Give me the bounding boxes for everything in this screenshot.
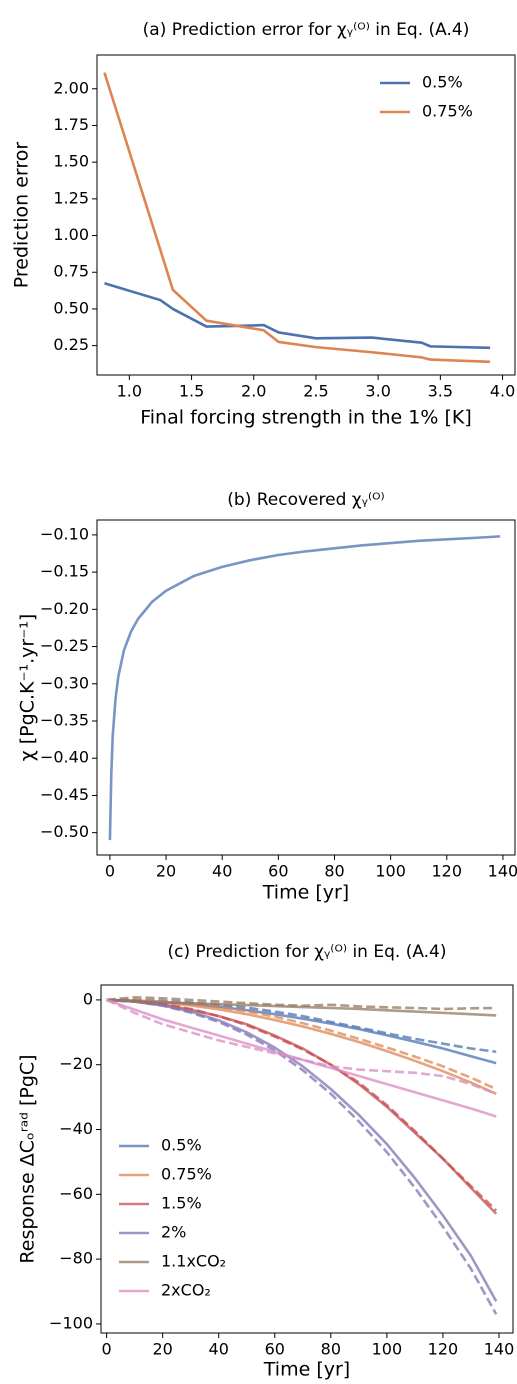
legend-label: 1.1xCO₂: [161, 1252, 226, 1271]
series-line: [106, 998, 498, 1302]
legend-label: 0.5%: [161, 1136, 202, 1155]
y-tick-label: −0.45: [40, 785, 89, 804]
series-line: [106, 998, 497, 1017]
y-tick-label: 1.25: [53, 188, 89, 207]
x-tick-label: 20: [156, 862, 176, 881]
series-line: [108, 535, 501, 841]
x-tick-label: 2.5: [303, 382, 328, 401]
legend-label: 2%: [161, 1223, 186, 1242]
y-tick-label: −0.20: [40, 599, 89, 618]
x-tick-label: 80: [324, 862, 344, 881]
x-tick-label: 120: [432, 862, 463, 881]
y-axis-label: Response ΔCₒʳᵃᵈ [PgC]: [17, 1054, 39, 1263]
chart-title: (c) Prediction for χᵧ⁽ᴼ⁾ in Eq. (A.4): [167, 942, 446, 962]
x-tick-label: 40: [209, 1340, 229, 1359]
plot-frame: [96, 519, 516, 856]
chart: (a) Prediction error for χᵧ⁽ᴼ⁾ in Eq. (A…: [11, 20, 516, 429]
x-tick-label: 60: [265, 1340, 285, 1359]
y-tick-label: −0.30: [40, 673, 89, 692]
y-tick-label: −40: [59, 1119, 93, 1138]
plot-frame: [100, 984, 514, 1334]
y-axis-label: Prediction error: [11, 142, 33, 289]
x-tick-label: 2.0: [241, 382, 266, 401]
y-tick-label: −0.40: [40, 748, 89, 767]
y-tick-label: 0.50: [53, 298, 89, 317]
y-tick-label: 0.75: [53, 262, 89, 281]
y-tick-label: −0.10: [40, 524, 89, 543]
y-tick-label: −60: [59, 1184, 93, 1203]
chart-title: (b) Recovered χᵧ⁽ᴼ⁾: [227, 490, 384, 510]
x-axis-label: Time [yr]: [262, 882, 349, 904]
y-tick-label: −0.25: [40, 636, 89, 655]
series-line: [106, 998, 497, 1118]
y-tick-label: −100: [49, 1313, 93, 1332]
y-tick-label: −80: [59, 1249, 93, 1268]
x-tick-label: 3.5: [428, 382, 453, 401]
chart: (b) Recovered χᵧ⁽ᴼ⁾ Time [yr] χ [PgC.K⁻¹.y…: [17, 490, 517, 904]
series-line: [104, 282, 491, 350]
x-tick-label: 20: [152, 1340, 172, 1359]
legend-label: 1.5%: [161, 1194, 202, 1213]
chart: (c) Prediction for χᵧ⁽ᴼ⁾ in Eq. (A.4) Tim…: [17, 942, 515, 1381]
chart-title: (a) Prediction error for χᵧ⁽ᴼ⁾ in Eq. (A…: [143, 20, 470, 40]
y-tick-label: 1.75: [53, 115, 89, 134]
y-tick-label: 1.50: [53, 152, 89, 171]
y-axis-label: χ [PgC.K⁻¹.yr⁻¹]: [17, 614, 39, 762]
legend-label: 0.75%: [422, 102, 473, 121]
y-tick-label: 1.00: [53, 225, 89, 244]
prediction-line: [106, 998, 497, 1096]
plot-frame: [96, 54, 516, 376]
x-tick-label: 100: [375, 862, 406, 881]
x-tick-label: 100: [372, 1340, 403, 1359]
x-tick-label: 0: [105, 862, 115, 881]
y-tick-label: 2.00: [53, 78, 89, 97]
x-tick-label: 3.0: [365, 382, 390, 401]
y-tick-label: −0.50: [40, 822, 89, 841]
x-tick-label: 4.0: [490, 382, 515, 401]
x-axis-label: Time [yr]: [263, 1359, 350, 1381]
y-tick-label: −0.35: [40, 711, 89, 730]
y-tick-label: 0.25: [53, 335, 89, 354]
x-tick-label: 80: [321, 1340, 341, 1359]
x-axis-label: Final forcing strength in the 1% [K]: [140, 407, 472, 429]
legend-label: 0.5%: [422, 73, 463, 92]
x-tick-label: 1.0: [117, 382, 142, 401]
y-tick-label: 0: [83, 989, 93, 1008]
legend-label: 2xCO₂: [161, 1281, 211, 1300]
x-tick-label: 40: [212, 862, 232, 881]
x-tick-label: 1.5: [179, 382, 204, 401]
x-tick-label: 140: [484, 1340, 515, 1359]
y-tick-label: −20: [59, 1054, 93, 1073]
x-tick-label: 140: [488, 862, 517, 881]
legend-label: 0.75%: [161, 1165, 212, 1184]
x-tick-label: 120: [428, 1340, 459, 1359]
x-tick-label: 60: [268, 862, 288, 881]
series-line: [103, 72, 491, 364]
y-tick-label: −0.15: [40, 562, 89, 581]
x-tick-label: 0: [102, 1340, 112, 1359]
